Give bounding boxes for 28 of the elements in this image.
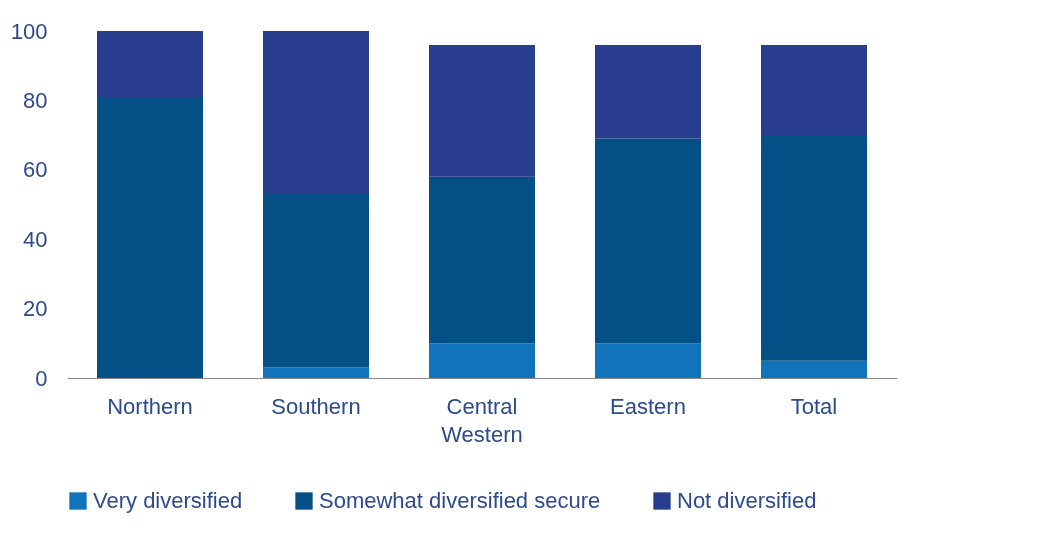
bar xyxy=(595,138,701,344)
bar xyxy=(97,96,203,378)
x-tick-label: Central Western xyxy=(441,393,523,447)
x-tick-label: Northern xyxy=(107,393,193,419)
bar xyxy=(595,44,701,139)
bar xyxy=(761,44,867,136)
y-tick-label: 80 xyxy=(23,87,48,113)
x-tick-label: Eastern xyxy=(610,393,686,419)
bar xyxy=(761,135,867,361)
bar xyxy=(429,176,535,344)
legend-label: Not diversified xyxy=(677,488,817,513)
bar xyxy=(97,31,203,97)
legend-label: Somewhat diversified secure xyxy=(319,488,601,513)
x-tick-label: Total xyxy=(790,393,838,419)
y-tick-label: 0 xyxy=(35,365,48,391)
bar xyxy=(429,343,535,378)
y-tick-label: 60 xyxy=(23,157,48,183)
bar xyxy=(263,31,369,195)
y-tick-label: 100 xyxy=(10,18,48,44)
y-tick-label: 20 xyxy=(23,296,48,322)
bar xyxy=(263,367,369,378)
bar xyxy=(595,343,701,378)
bar xyxy=(429,44,535,177)
bar xyxy=(761,360,867,378)
x-tick-label: Southern xyxy=(271,393,361,419)
bar xyxy=(263,194,369,368)
y-tick-label: 40 xyxy=(23,226,48,252)
legend-label: Very diversified xyxy=(93,488,243,513)
